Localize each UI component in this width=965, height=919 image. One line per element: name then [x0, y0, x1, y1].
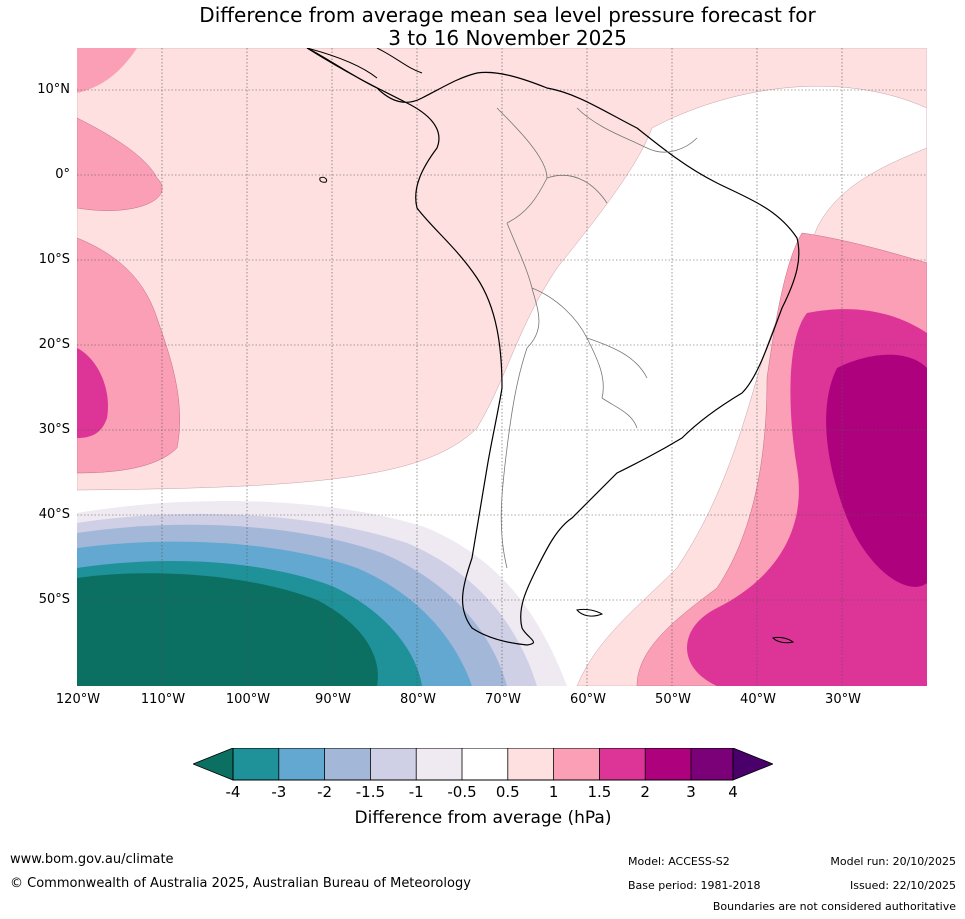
colorbar-extend-high [732, 748, 773, 781]
colorbar-segment [462, 748, 508, 780]
lon-label-30w: 30°W [825, 692, 861, 707]
lat-label-0: 0° [55, 167, 70, 182]
colorbar-tick: -3 [271, 783, 287, 801]
colorbar-tick: -1 [408, 783, 424, 801]
colorbar-tick: -4 [225, 783, 241, 801]
title-line-2: 3 to 16 November 2025 [388, 26, 627, 50]
south-america-coastline [306, 48, 800, 646]
central-america-coastline [306, 48, 423, 79]
website-link[interactable]: www.bom.gov.au/climate [10, 852, 174, 867]
map-title: Difference from average mean sea level p… [0, 4, 965, 50]
colorbar-segment [370, 748, 417, 780]
graticule [77, 48, 927, 686]
south-georgia [772, 636, 795, 644]
lat-label-20s: 20°S [38, 337, 70, 352]
colorbar-tick: -2 [317, 783, 333, 801]
contour-1.5-2-pacific [77, 348, 108, 438]
lon-label-100w: 100°W [225, 692, 271, 707]
lon-label-120w: 120°W [55, 692, 101, 707]
colorbar-extend-low [193, 748, 234, 781]
colorbar-segment [553, 748, 600, 780]
country-borders [496, 107, 698, 569]
lon-label-40w: 40°W [740, 692, 776, 707]
lat-label-10n: 10°N [37, 82, 70, 97]
lat-label-40s: 40°S [38, 507, 70, 522]
lon-label-60w: 60°W [570, 692, 606, 707]
contour-neg-4 [77, 573, 378, 686]
colorbar [193, 748, 773, 781]
model-run-text: Model run: 20/10/2025 [830, 855, 956, 868]
colorbar-label: Difference from average (hPa) [354, 808, 612, 828]
colorbar-tick: 1 [548, 783, 559, 801]
lat-label-10s: 10°S [38, 252, 70, 267]
colorbar-tick: -1.5 [355, 783, 386, 801]
lon-label-50w: 50°W [655, 692, 691, 707]
colorbar-segment [691, 748, 733, 780]
model-text: Model: ACCESS-S2 [628, 855, 730, 868]
colorbar-tick: 0.5 [495, 783, 520, 801]
colorbar-segment [324, 748, 371, 780]
colorbar-tick: 4 [728, 783, 738, 801]
colorbar-segment [278, 748, 325, 780]
colorbar-tick: 3 [686, 783, 696, 801]
colorbar-tick: -0.5 [447, 783, 477, 801]
colorbar-tick: 2 [640, 783, 650, 801]
lat-label-30s: 30°S [38, 422, 70, 437]
title-line-1: Difference from average mean sea level p… [199, 3, 816, 27]
lon-label-80w: 80°W [400, 692, 436, 707]
lon-label-90w: 90°W [315, 692, 351, 707]
colorbar-tick: 1.5 [587, 783, 612, 801]
contour-1-1.5-tropics [77, 48, 137, 93]
anomaly-map [77, 48, 927, 686]
lon-label-70w: 70°W [485, 692, 521, 707]
lon-label-110w: 110°W [140, 692, 186, 707]
copyright-text: © Commonwealth of Australia 2025, Austra… [10, 876, 471, 891]
base-period-text: Base period: 1981-2018 [628, 879, 761, 892]
contour-2-3-atlantic [826, 354, 927, 587]
colorbar-segment [233, 748, 279, 780]
galapagos [319, 176, 327, 183]
colorbar-segment [599, 748, 646, 780]
colorbar-segment [416, 748, 462, 780]
colorbar-segment [507, 748, 554, 780]
lat-label-50s: 50°S [38, 592, 70, 607]
disclaimer-text: Boundaries are not considered authoritat… [712, 900, 956, 913]
map-panel [77, 48, 927, 686]
falkland-islands [576, 608, 604, 617]
colorbar-segment [645, 748, 691, 780]
issued-text: Issued: 22/10/2025 [849, 879, 956, 892]
contour-1-1.5-equator [77, 117, 163, 211]
